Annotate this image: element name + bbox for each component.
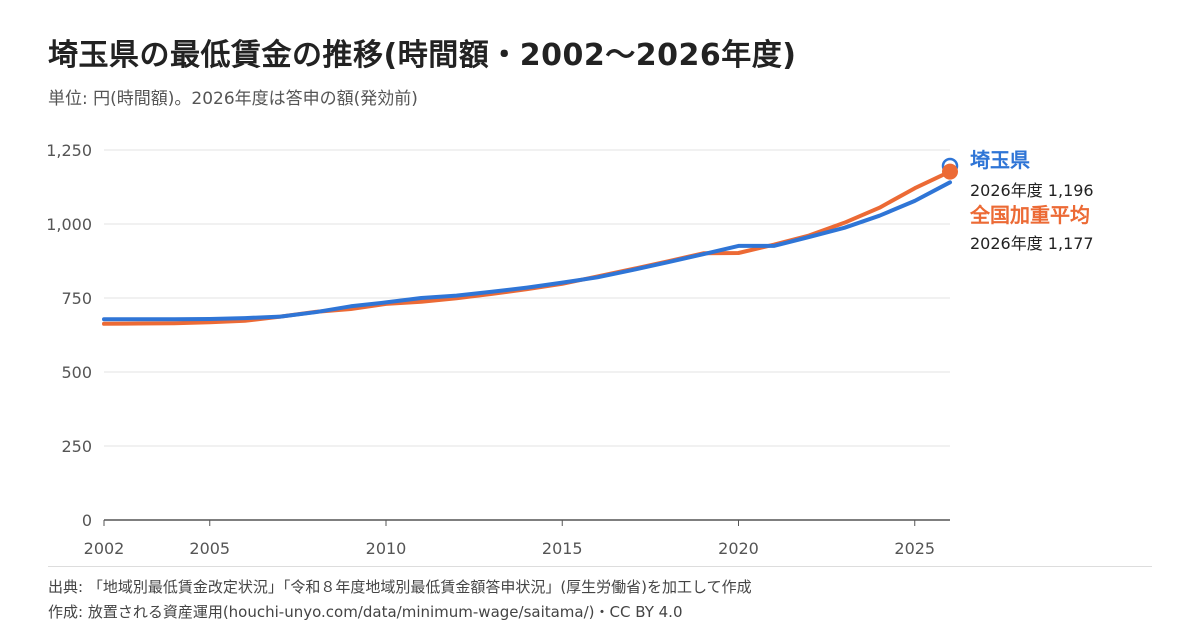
series-label-national: 全国加重平均 [970,203,1090,227]
footer-divider [48,566,1152,567]
credit-note: 作成: 放置される資産運用(houchi-unyo.com/data/minim… [48,603,683,621]
series-value-national: 2026年度 1,177 [970,234,1094,253]
series-value-saitama: 2026年度 1,196 [970,181,1094,200]
y-tick-label: 1,250 [46,141,92,160]
series-line-national [102,169,952,326]
x-tick-label: 2002 [84,539,125,558]
end-marker-national [942,163,958,180]
series-label-saitama: 埼玉県 [970,148,1030,172]
x-tick-label: 2025 [894,539,935,558]
x-tick-label: 2005 [189,539,230,558]
y-tick-label: 1,000 [46,215,92,234]
y-tick-label: 250 [61,437,92,456]
y-tick-label: 0 [82,511,92,530]
y-tick-label: 500 [61,363,92,382]
chart-subtitle: 単位: 円(時間額)。2026年度は答申の額(発効前) [48,89,418,109]
chart-title: 埼玉県の最低賃金の推移(時間額・2002〜2026年度) [48,38,797,73]
y-tick-label: 750 [61,289,92,308]
source-note: 出典: 「地域別最低賃金改定状況」「令和８年度地域別最低賃金額答申状況」(厚生労… [48,578,752,596]
series-line-saitama [102,180,952,322]
x-tick-label: 2015 [542,539,583,558]
x-tick-label: 2010 [366,539,407,558]
x-tick-label: 2020 [718,539,759,558]
